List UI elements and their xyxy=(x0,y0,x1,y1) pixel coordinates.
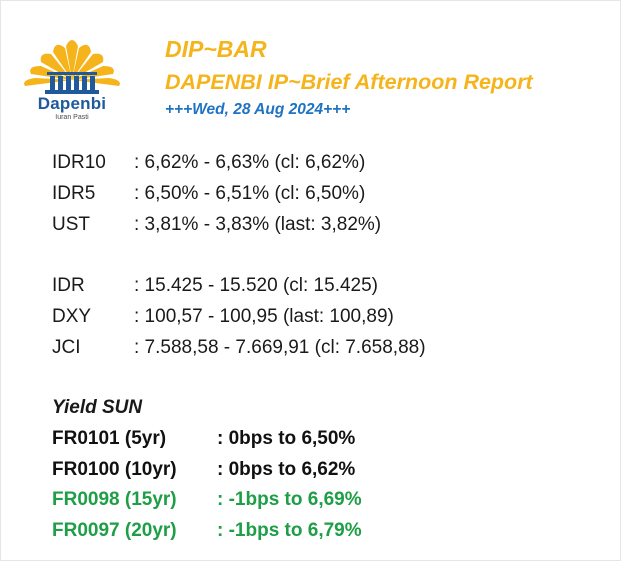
yield-change-value: : 0bps to 6,50% xyxy=(217,428,356,449)
yield-series-label: FR0097 (20yr) xyxy=(52,519,177,541)
rate-value: : 6,50% - 6,51% (cl: 6,50%) xyxy=(134,183,366,204)
report-subtitle: DAPENBI IP~Brief Afternoon Report xyxy=(165,70,533,94)
market-label: JCI xyxy=(52,337,81,358)
yield-change-value: : -1bps to 6,79% xyxy=(217,519,362,541)
yield-section-title: Yield SUN xyxy=(52,397,143,418)
yield-series-label: FR0101 (5yr) xyxy=(52,428,167,449)
sunburst-building-icon xyxy=(24,40,120,94)
market-value: : 15.425 - 15.520 (cl: 15.425) xyxy=(134,275,378,296)
yield-change-value: : -1bps to 6,69% xyxy=(217,489,362,510)
rate-value: : 6,62% - 6,63% (cl: 6,62%) xyxy=(134,152,366,173)
logo-name: Dapenbi xyxy=(37,94,107,113)
report-title: DIP~BAR xyxy=(165,36,267,62)
rate-label: UST xyxy=(52,214,90,235)
yield-series-label: FR0098 (15yr) xyxy=(52,489,177,510)
market-value: : 7.588,58 - 7.669,91 (cl: 7.658,88) xyxy=(134,337,426,358)
yield-series-label: FR0100 (10yr) xyxy=(52,458,177,480)
market-value: : 100,57 - 100,95 (last: 100,89) xyxy=(134,306,394,327)
rate-label: IDR10 xyxy=(52,152,106,173)
logo-tagline: Iuran Pasti xyxy=(55,114,89,121)
market-label: DXY xyxy=(52,306,92,327)
dapenbi-logo: Dapenbi Iuran Pasti xyxy=(17,28,127,133)
report-date: +++Wed, 28 Aug 2024+++ xyxy=(165,101,351,118)
market-label: IDR xyxy=(52,275,85,296)
yield-change-value: : 0bps to 6,62% xyxy=(217,458,356,480)
rate-value: : 3,81% - 3,83% (last: 3,82%) xyxy=(134,214,382,235)
rate-label: IDR5 xyxy=(52,183,96,204)
